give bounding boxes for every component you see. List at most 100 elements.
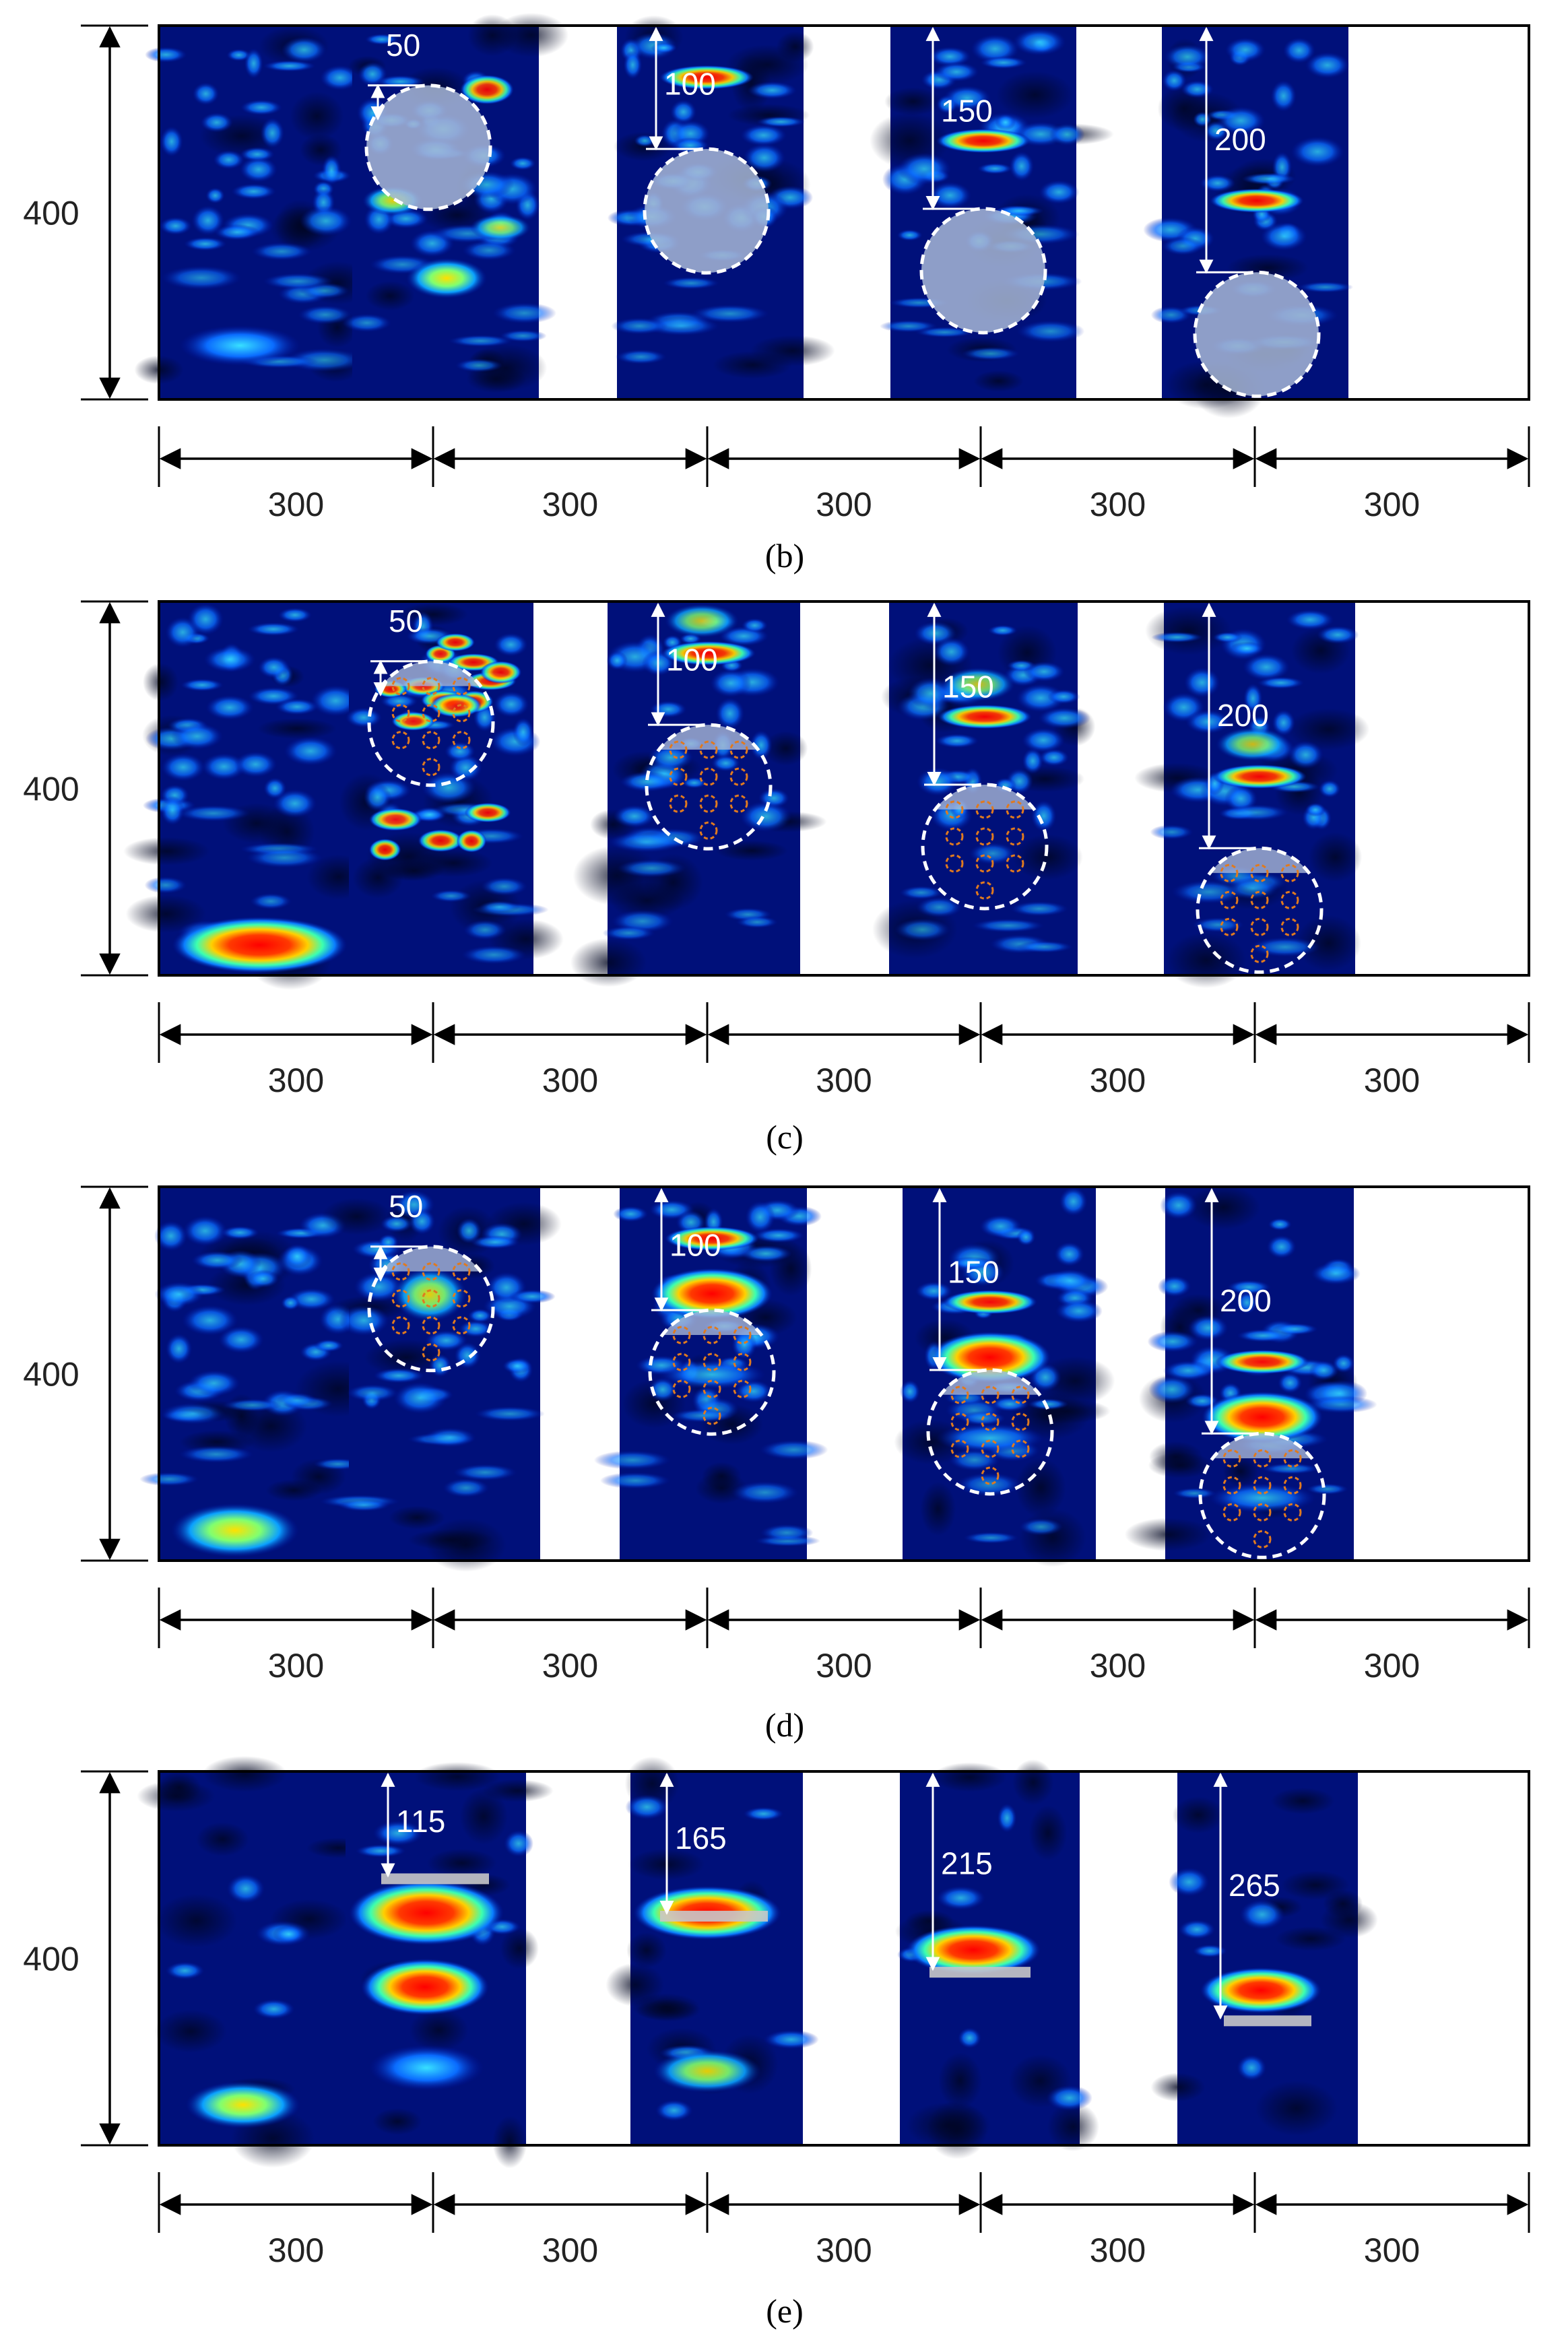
heat-blob bbox=[1295, 915, 1361, 971]
heat-blob bbox=[352, 857, 403, 899]
heat-blob bbox=[165, 1961, 205, 1980]
width-label: 300 bbox=[1090, 2231, 1146, 2269]
heat-blob bbox=[492, 2116, 527, 2169]
heat-blob bbox=[958, 2027, 982, 2049]
heat-blob bbox=[1045, 1269, 1095, 1293]
defect-outline bbox=[919, 207, 1047, 335]
rebar-ring bbox=[391, 677, 410, 696]
heat-blob bbox=[1031, 800, 1057, 832]
heat-blob bbox=[281, 36, 327, 63]
panel-b: 50 100 150 200 400 300 300 300 300 300 (b) bbox=[23, 12, 1530, 575]
heat-blob bbox=[938, 2052, 982, 2110]
heat-blob bbox=[222, 1398, 283, 1412]
heat-blob bbox=[1237, 2054, 1267, 2081]
heat-blob bbox=[1236, 1291, 1257, 1314]
panel-caption: (c) bbox=[766, 1118, 804, 1156]
heat-blob bbox=[191, 205, 225, 236]
heat-blob bbox=[1210, 188, 1304, 213]
heat-blob bbox=[277, 608, 313, 622]
width-label: 300 bbox=[1364, 2231, 1420, 2269]
defect-outline bbox=[926, 1368, 1054, 1496]
depth-label: 150 bbox=[948, 1255, 1000, 1290]
heat-blob bbox=[1227, 1280, 1271, 1295]
heat-blob bbox=[669, 99, 697, 125]
heat-blob bbox=[936, 1423, 1044, 1454]
heat-blob bbox=[195, 1822, 249, 1857]
rebar-ring bbox=[945, 854, 964, 873]
interface-marker bbox=[929, 1967, 1031, 1978]
heat-blob bbox=[157, 1771, 201, 1804]
heat-blob bbox=[936, 1885, 986, 1910]
heat-blob bbox=[613, 804, 656, 828]
heat-blob bbox=[987, 624, 1018, 637]
heat-blob bbox=[240, 99, 283, 116]
heat-blob bbox=[943, 1290, 1037, 1315]
heat-blob bbox=[927, 2099, 988, 2159]
heat-blob bbox=[1255, 2081, 1338, 2136]
heat-blob bbox=[159, 216, 192, 235]
heat-blob bbox=[263, 60, 316, 72]
heat-blob bbox=[1297, 282, 1354, 293]
heat-blob bbox=[380, 1215, 414, 1233]
heat-blob bbox=[1202, 1391, 1323, 1443]
heat-blob bbox=[456, 1218, 482, 1244]
heat-blob bbox=[275, 698, 319, 715]
specimen-frame bbox=[158, 1770, 1530, 2147]
heat-blob bbox=[1215, 1349, 1309, 1374]
heat-blob bbox=[1164, 44, 1211, 70]
heat-blob bbox=[1212, 632, 1243, 643]
heat-blob bbox=[1280, 1870, 1350, 1900]
heat-blob bbox=[1305, 1396, 1377, 1414]
heat-blob bbox=[760, 1524, 814, 1542]
heat-blob bbox=[203, 646, 256, 673]
heat-blob bbox=[187, 603, 224, 636]
heat-blob bbox=[220, 1226, 259, 1240]
heat-blob bbox=[160, 126, 183, 157]
heat-blob bbox=[172, 917, 348, 973]
heat-blob bbox=[251, 242, 313, 261]
heat-blob bbox=[284, 736, 337, 766]
heat-blob bbox=[435, 633, 476, 652]
heat-blob bbox=[263, 777, 287, 799]
heat-blob bbox=[200, 112, 233, 133]
heat-blob bbox=[188, 1370, 240, 1397]
heat-blob bbox=[369, 2045, 484, 2091]
heat-blob bbox=[372, 2108, 422, 2135]
defect-circle bbox=[648, 1308, 776, 1436]
heat-blob bbox=[409, 2009, 469, 2052]
heat-blob bbox=[961, 346, 1020, 361]
heat-blob bbox=[1145, 606, 1232, 655]
heat-blob bbox=[160, 1402, 226, 1425]
heat-blob bbox=[1162, 236, 1204, 256]
heat-blob bbox=[1178, 1920, 1216, 1940]
heatmap-strip bbox=[894, 1759, 1100, 2159]
depth-label: 200 bbox=[1217, 698, 1269, 733]
rebar-ring bbox=[391, 731, 410, 750]
rebar-ring bbox=[452, 1289, 471, 1308]
heat-blob bbox=[661, 641, 756, 665]
defect-circle bbox=[364, 84, 492, 211]
interface-marker bbox=[660, 1910, 768, 1922]
heat-blob bbox=[502, 1358, 532, 1374]
heat-blob bbox=[1185, 1185, 1261, 1230]
heat-blob bbox=[900, 1379, 921, 1404]
heat-blob bbox=[759, 1439, 828, 1460]
heat-blob bbox=[1015, 1458, 1066, 1518]
heat-blob bbox=[430, 693, 482, 718]
rebar-ring bbox=[699, 794, 718, 813]
heat-blob bbox=[253, 1998, 295, 2019]
heat-blob bbox=[1012, 1759, 1054, 1805]
heat-blob bbox=[424, 1427, 476, 1447]
heat-blob bbox=[1286, 609, 1334, 630]
defect-outline bbox=[643, 147, 771, 275]
heatmap-strip bbox=[134, 26, 372, 399]
heat-blob bbox=[995, 71, 1074, 119]
rebar-ring bbox=[1222, 1476, 1241, 1495]
defect-circle bbox=[919, 207, 1047, 335]
depth-label: 265 bbox=[1229, 1868, 1280, 1903]
width-label: 300 bbox=[1090, 1062, 1146, 1099]
rebar-ring bbox=[422, 1289, 440, 1308]
heat-blob bbox=[1038, 707, 1091, 729]
rebar-ring bbox=[422, 1343, 440, 1362]
heat-blob bbox=[281, 1295, 300, 1311]
